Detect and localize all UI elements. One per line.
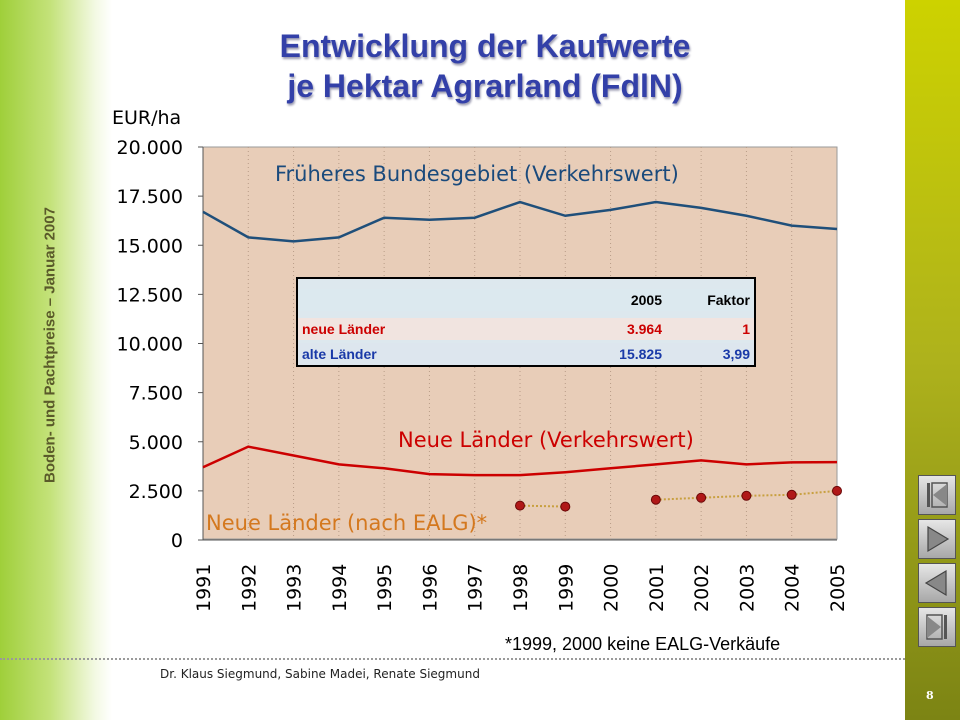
authors: Dr. Klaus Siegmund, Sabine Madei, Renate… — [160, 667, 480, 681]
x-tick-label: 1996 — [419, 564, 441, 612]
y-ticks: 0 2.500 5.000 7.500 10.000 12.500 15.000 17.500… — [117, 137, 203, 552]
x-tick-label: 2005 — [827, 564, 849, 612]
series-connector — [791, 489, 838, 496]
footer-divider — [0, 658, 905, 660]
series-line — [202, 445, 838, 477]
data-point — [786, 489, 797, 500]
left-green-gradient-band — [0, 0, 112, 720]
series-connector — [701, 494, 747, 499]
series-line — [202, 200, 838, 243]
series-label-neue-vw-name: Neue Länder — [398, 428, 533, 452]
series-connector — [655, 496, 702, 501]
x-tick-label: 1992 — [238, 564, 260, 612]
series-label-ealg: Neue Länder (nach EALG)* — [206, 511, 487, 535]
table-cell-value: 15.825 — [619, 346, 662, 362]
x-tick-label: 1991 — [193, 564, 215, 612]
series-layer — [202, 200, 842, 512]
series-connector — [746, 493, 792, 497]
last-slide-icon — [926, 614, 947, 640]
previous-slide-button[interactable] — [918, 563, 956, 603]
data-point — [696, 492, 707, 503]
x-tick-label: 2004 — [782, 564, 804, 612]
x-tick-label: 1997 — [465, 564, 487, 612]
series-label-neue-vw-suffix: (Verkehrswert) — [539, 428, 694, 452]
next-slide-button[interactable] — [918, 519, 956, 559]
y-tick-label: 2.500 — [129, 481, 183, 503]
series-label-west-name: Früheres Bundesgebiet — [275, 162, 517, 186]
x-tick-label: 1993 — [284, 564, 306, 612]
series-connector — [519, 504, 566, 508]
series-label-west: Früheres Bundesgebiet (Verkehrswert) — [275, 162, 679, 186]
data-point — [560, 501, 571, 512]
x-tick-label: 1994 — [329, 564, 351, 612]
x-tick-label: 2001 — [646, 564, 668, 612]
summary-table: 2005 Faktor neue Länder 3.964 1 alte Län… — [296, 277, 756, 367]
y-tick-label: 10.000 — [117, 334, 183, 356]
y-tick-label: 20.000 — [117, 137, 183, 159]
table-row: alte Länder 15.825 3,99 — [298, 343, 754, 365]
first-slide-icon — [927, 482, 948, 508]
x-tick-label: 1998 — [510, 564, 532, 612]
table-cell-value: 3.964 — [626, 321, 662, 337]
title-line-1: Entwicklung der Kaufwerte — [279, 28, 691, 64]
series-label-ealg-suffix: (nach EALG)* — [347, 511, 487, 535]
x-tick-label: 2000 — [601, 564, 623, 612]
series-label-neue-vw: Neue Länder (Verkehrswert) — [398, 428, 694, 452]
x-tick-label: 1999 — [555, 564, 577, 612]
table-header-factor: Faktor — [707, 292, 750, 308]
y-tick-label: 0 — [171, 530, 183, 552]
table-cell-factor: 1 — [742, 321, 750, 337]
data-point — [832, 485, 842, 496]
slide-title: Entwicklung der Kaufwerte je Hektar Agra… — [0, 26, 960, 106]
table-header-row: 2005 Faktor — [298, 289, 754, 311]
table-row: neue Länder 3.964 1 — [298, 318, 754, 340]
y-axis-label: EUR/ha — [112, 107, 181, 129]
series-label-west-suffix: (Verkehrswert) — [524, 162, 679, 186]
first-slide-button[interactable] — [918, 475, 956, 515]
y-tick-label: 17.500 — [117, 186, 183, 208]
table-header-year: 2005 — [630, 292, 662, 308]
page-number: 8 — [926, 689, 934, 702]
x-tick-label: 1995 — [374, 564, 396, 612]
x-tick-label: 2002 — [691, 564, 713, 612]
title-line-2: je Hektar Agrarland (FdlN) — [287, 68, 683, 104]
previous-slide-icon — [924, 569, 947, 597]
y-tick-label: 15.000 — [117, 235, 183, 257]
y-tick-label: 5.000 — [129, 432, 183, 454]
data-point — [515, 500, 525, 511]
table-cell-label: neue Länder — [302, 321, 386, 337]
series-label-ealg-name: Neue Länder — [206, 511, 341, 535]
y-tick-label: 7.500 — [129, 383, 183, 405]
data-point — [650, 494, 661, 505]
y-tick-label: 12.500 — [117, 284, 183, 306]
last-slide-button[interactable] — [918, 607, 956, 647]
x-ticks: 1991 1992 1993 1994 1995 1996 1997 1998 1999 2000… — [193, 564, 849, 612]
next-slide-icon — [927, 525, 950, 553]
table-cell-label: alte Länder — [302, 346, 377, 362]
footnote: *1999, 2000 keine EALG-Verkäufe — [505, 634, 781, 654]
x-tick-label: 2003 — [736, 564, 758, 612]
table-cell-factor: 3,99 — [722, 346, 750, 362]
data-point — [741, 490, 752, 501]
